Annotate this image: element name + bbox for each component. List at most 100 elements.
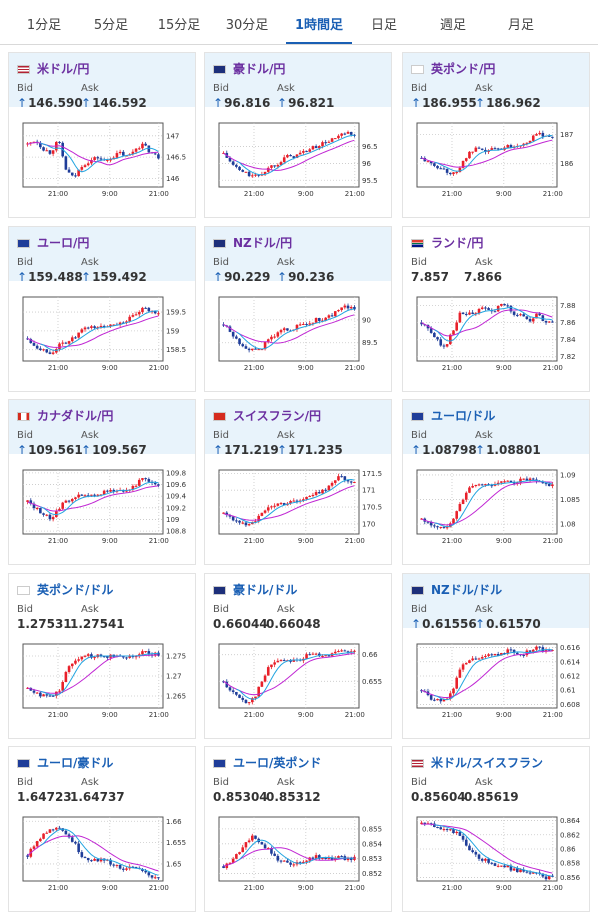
candle-up — [295, 324, 299, 330]
rate-chart[interactable]: 7.88 7.86 7.84 7.82 21:00 9:00 21:00 — [411, 295, 583, 377]
candle-up — [131, 485, 135, 490]
pair-name-link[interactable]: カナダドル/円 — [17, 407, 113, 424]
rate-chart[interactable]: 171.5 171 170.5 170 21:00 9:00 21:00 — [213, 468, 385, 550]
rate-chart[interactable]: 147 146.5 146 21:00 9:00 21:00 — [17, 121, 189, 203]
rate-chart[interactable]: 0.864 0.862 0.86 0.858 0.856 21:00 9:00 21:00 — [411, 815, 583, 897]
rate-chart[interactable]: 1.66 1.655 1.65 21:00 9:00 21:00 — [17, 815, 189, 897]
rate-card[interactable]: NZドル/円 Bid Ask ↑90.229 ↑90.236 90 89.5 21:00 9:0… — [204, 226, 392, 392]
pair-name-link[interactable]: 英ポンド/ドル — [17, 581, 113, 598]
candle-down — [263, 844, 267, 849]
rate-card[interactable]: 英ポンド/ドル Bid Ask 1.27531 1.27541 1.275 1.27 1.26… — [8, 573, 196, 739]
tab-7[interactable]: 週足 — [439, 18, 466, 33]
candle-down — [496, 653, 500, 656]
rate-card[interactable]: スイスフラン/円 Bid Ask ↑171.219 ↑171.235 171.5 171 17… — [204, 399, 392, 565]
rate-chart[interactable]: 0.66 0.655 21:00 9:00 21:00 — [213, 642, 385, 724]
pair-name-link[interactable]: スイスフラン/円 — [213, 407, 321, 424]
candle-up — [452, 330, 455, 335]
x-tick-label: 21:00 — [149, 711, 169, 719]
y-tick-label: 109.4 — [166, 493, 187, 501]
candle-down — [32, 690, 36, 693]
pair-name-link[interactable]: ユーロ/豪ドル — [17, 754, 113, 771]
rate-card[interactable]: ユーロ/ドル Bid Ask ↑1.08798 ↑1.08801 1.09 1.085 1.0… — [402, 399, 590, 565]
candle-down — [58, 142, 61, 144]
rate-card[interactable]: 米ドル/円 Bid Ask ↑146.590 ↑146.592 147 146.5 146 21… — [8, 52, 196, 218]
pair-label: ランド/円 — [431, 236, 484, 250]
rate-chart[interactable]: 187 186 21:00 9:00 21:00 — [411, 121, 583, 203]
candle-up — [480, 307, 484, 309]
rate-card[interactable]: ランド/円 Bid Ask 7.857 7.866 7.88 7.86 7.84 7.82 21:… — [402, 226, 590, 392]
rate-card-header: ユーロ/英ポンド Bid Ask 0.85304 0.85312 — [205, 747, 391, 804]
y-tick-label: 0.864 — [560, 817, 581, 825]
candle-up — [125, 868, 128, 870]
nz-us-flag — [411, 586, 424, 595]
x-tick-label: 21:00 — [442, 884, 462, 892]
rate-chart[interactable]: 90 89.5 21:00 9:00 21:00 — [213, 295, 385, 377]
rate-card[interactable]: 豪ドル/円 Bid Ask ↑96.816 ↑96.821 96.5 96 95.5 21:00… — [204, 52, 392, 218]
rate-card[interactable]: 米ドル/スイスフラン Bid Ask 0.85604 0.85619 0.864 0.862… — [402, 746, 590, 912]
rate-card[interactable]: ユーロ/豪ドル Bid Ask 1.64723 1.64737 1.66 1.655 1.65… — [8, 746, 196, 912]
rate-chart[interactable]: 1.275 1.27 1.265 21:00 9:00 21:00 — [17, 642, 189, 724]
candle-up — [141, 143, 144, 149]
rate-card[interactable]: NZドル/ドル Bid Ask ↑0.61556 ↑0.61570 0.616 0.614 0… — [402, 573, 590, 739]
tab-8[interactable]: 月足 — [507, 18, 534, 33]
candle-down — [260, 842, 264, 845]
candle-down — [231, 161, 235, 165]
pair-label: 英ポンド/ドル — [37, 583, 114, 597]
candle-down — [551, 136, 554, 138]
rate-card[interactable]: カナダドル/円 Bid Ask ↑109.561 ↑109.567 109.8 109.6 1… — [8, 399, 196, 565]
candle-up — [70, 663, 74, 667]
pair-name-link[interactable]: ユーロ/ドル — [411, 407, 495, 424]
tab-4[interactable]: 30分足 — [225, 18, 269, 33]
pair-name-link[interactable]: 豪ドル/ドル — [213, 581, 297, 598]
tab-6[interactable]: 日足 — [370, 18, 397, 33]
moving-average-long — [421, 481, 553, 526]
x-tick-label: 21:00 — [442, 537, 462, 545]
rate-card-header: 英ポンド/円 Bid Ask ↑186.955 ↑186.962 — [403, 53, 589, 110]
candle-up — [134, 656, 138, 658]
rate-card[interactable]: 英ポンド/円 Bid Ask ↑186.955 ↑186.962 187 186 21:00 9… — [402, 52, 590, 218]
tab-5[interactable]: 1時間足 — [286, 0, 352, 44]
rate-card[interactable]: ユーロ/円 Bid Ask ↑159.488 ↑159.492 159.5 159 158.5… — [8, 226, 196, 392]
tab-3[interactable]: 15分足 — [157, 18, 201, 33]
rate-card-header: NZドル/円 Bid Ask ↑90.229 ↑90.236 — [205, 227, 391, 284]
candle-up — [251, 698, 254, 703]
pair-name-link[interactable]: 英ポンド/円 — [411, 60, 495, 77]
ask-text: 1.27541 — [70, 617, 125, 631]
pair-name-link[interactable]: ユーロ/円 — [17, 234, 89, 251]
candle-up — [500, 304, 503, 306]
candle-up — [238, 852, 241, 855]
pair-name-link[interactable]: 豪ドル/円 — [213, 60, 285, 77]
pair-name-link[interactable]: 米ドル/円 — [17, 60, 89, 77]
candle-down — [426, 521, 430, 523]
candle-up — [308, 323, 312, 325]
bid-value: ↑109.561 — [17, 443, 83, 457]
rate-card-header: ユーロ/豪ドル Bid Ask 1.64723 1.64737 — [9, 747, 195, 804]
pair-name-link[interactable]: NZドル/ドル — [411, 581, 502, 598]
rate-chart[interactable]: 159.5 159 158.5 21:00 9:00 21:00 — [17, 295, 189, 377]
rate-chart[interactable]: 96.5 96 95.5 21:00 9:00 21:00 — [213, 121, 385, 203]
candle-down — [222, 324, 225, 326]
candle-down — [74, 841, 77, 844]
rate-chart[interactable]: 1.09 1.085 1.08 21:00 9:00 21:00 — [411, 468, 583, 550]
ask-value: ↑96.821 — [277, 96, 334, 110]
tab-2[interactable]: 5分足 — [93, 18, 129, 33]
y-tick-label: 1.65 — [166, 860, 182, 868]
candle-down — [241, 170, 245, 172]
pair-name-link[interactable]: ユーロ/英ポンド — [213, 754, 321, 771]
pair-name-link[interactable]: ランド/円 — [411, 234, 483, 251]
candle-down — [122, 151, 125, 156]
candle-down — [48, 352, 52, 354]
candle-up — [337, 476, 340, 481]
pair-name-link[interactable]: NZドル/円 — [213, 234, 292, 251]
candle-down — [436, 165, 439, 169]
candle-up — [500, 865, 503, 867]
tab-1[interactable]: 1分足 — [26, 18, 62, 33]
rate-chart[interactable]: 0.855 0.854 0.853 0.852 21:00 9:00 21:00 — [213, 815, 385, 897]
rate-card[interactable]: ユーロ/英ポンド Bid Ask 0.85304 0.85312 0.855 0.854 0.… — [204, 746, 392, 912]
rate-card[interactable]: 豪ドル/ドル Bid Ask 0.66044 0.66048 0.66 0.655 21:00… — [204, 573, 392, 739]
rate-chart[interactable]: 0.616 0.614 0.612 0.61 0.608 21:00 9:00 21:00 — [411, 642, 583, 724]
candle-up — [461, 160, 465, 168]
x-tick-label: 9:00 — [298, 884, 314, 892]
pair-name-link[interactable]: 米ドル/スイスフラン — [411, 754, 543, 771]
